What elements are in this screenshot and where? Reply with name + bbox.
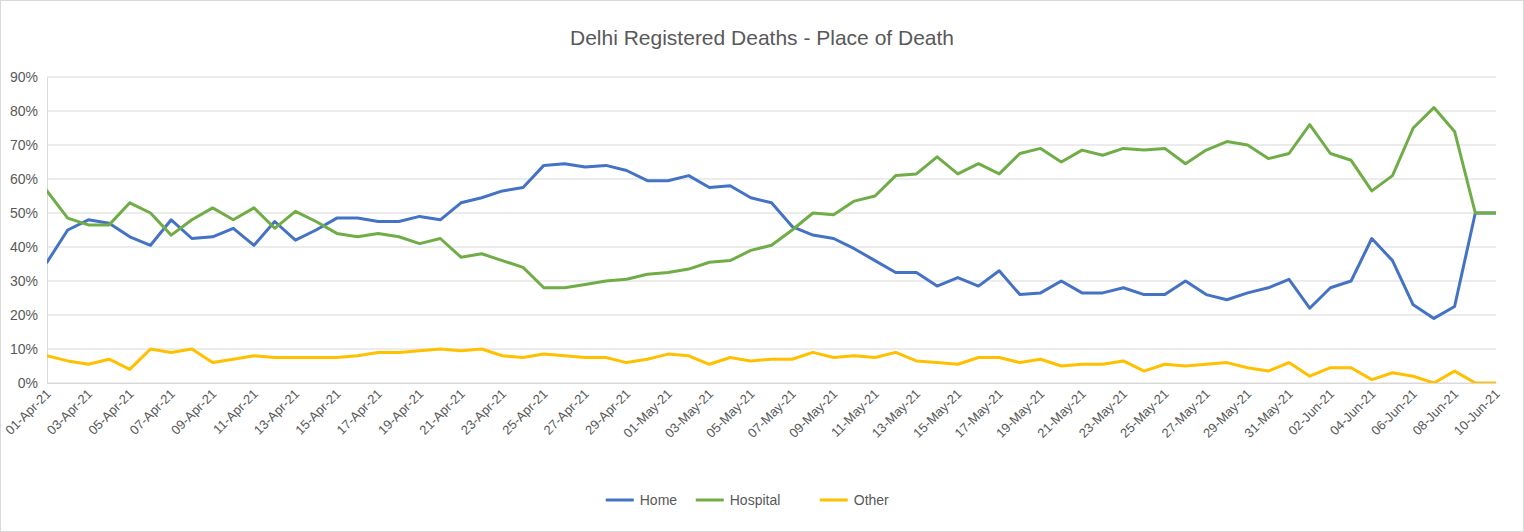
y-tick: 50% bbox=[10, 205, 47, 221]
y-tick-label: 40% bbox=[10, 239, 38, 255]
x-axis: 01-Apr-2103-Apr-2105-Apr-2107-Apr-2109-A… bbox=[2, 383, 1502, 441]
grid-line bbox=[47, 315, 1496, 316]
series-line bbox=[47, 349, 1496, 383]
grid-line bbox=[47, 349, 1496, 350]
legend: Home Hospital Other bbox=[606, 492, 889, 508]
grid-line bbox=[47, 145, 1496, 146]
y-axis-line bbox=[47, 78, 48, 384]
y-tick: 80% bbox=[10, 103, 47, 119]
y-tick: 40% bbox=[10, 239, 47, 255]
x-tick: 31-May-21 bbox=[1241, 383, 1296, 441]
y-tick: 10% bbox=[10, 341, 47, 357]
legend-label: Home bbox=[640, 492, 678, 508]
legend-label: Other bbox=[854, 492, 889, 508]
x-tick: 09-Apr-21 bbox=[168, 383, 219, 438]
grid-line bbox=[47, 213, 1496, 214]
y-tick: 60% bbox=[10, 171, 47, 187]
y-tick: 70% bbox=[10, 137, 47, 153]
x-tick-label: 31-May-21 bbox=[1241, 386, 1296, 441]
series-line bbox=[47, 108, 1496, 288]
y-tick-label: 90% bbox=[10, 69, 38, 85]
grid-line bbox=[47, 179, 1496, 180]
y-tick-label: 0% bbox=[18, 375, 38, 391]
legend-item: Home bbox=[606, 492, 678, 508]
x-tick-label: 09-Apr-21 bbox=[168, 386, 219, 437]
chart-title: Delhi Registered Deaths - Place of Death bbox=[570, 26, 954, 49]
legend-label: Hospital bbox=[730, 492, 781, 508]
legend-swatch bbox=[606, 499, 634, 502]
legend-swatch bbox=[820, 499, 848, 502]
y-tick-label: 60% bbox=[10, 171, 38, 187]
chart: Delhi Registered Deaths - Place of Death… bbox=[0, 0, 1524, 532]
y-tick-label: 30% bbox=[10, 273, 38, 289]
grid-line bbox=[47, 77, 1496, 78]
y-tick: 90% bbox=[10, 69, 47, 85]
x-axis-line bbox=[48, 383, 1497, 384]
x-tick-label: 10-Jun-21 bbox=[1451, 386, 1503, 438]
y-tick-label: 80% bbox=[10, 103, 38, 119]
series-line bbox=[47, 164, 1496, 319]
y-tick: 20% bbox=[10, 307, 47, 323]
legend-item: Other bbox=[820, 492, 889, 508]
grid bbox=[47, 77, 1496, 383]
grid-line bbox=[47, 383, 1496, 384]
plot-area bbox=[47, 108, 1496, 383]
y-tick-label: 70% bbox=[10, 137, 38, 153]
y-tick: 30% bbox=[10, 273, 47, 289]
y-tick-label: 20% bbox=[10, 307, 38, 323]
y-axis: 0% 10% 20% 30% 40% 50% 60% 70% 80% 90% bbox=[10, 69, 48, 391]
chart-frame bbox=[1, 1, 1524, 532]
grid-line bbox=[47, 111, 1496, 112]
legend-item: Hospital bbox=[696, 492, 781, 508]
y-tick-label: 10% bbox=[10, 341, 38, 357]
legend-swatch bbox=[696, 499, 724, 502]
grid-line bbox=[47, 281, 1496, 282]
x-tick: 10-Jun-21 bbox=[1451, 383, 1503, 438]
y-tick-label: 50% bbox=[10, 205, 38, 221]
